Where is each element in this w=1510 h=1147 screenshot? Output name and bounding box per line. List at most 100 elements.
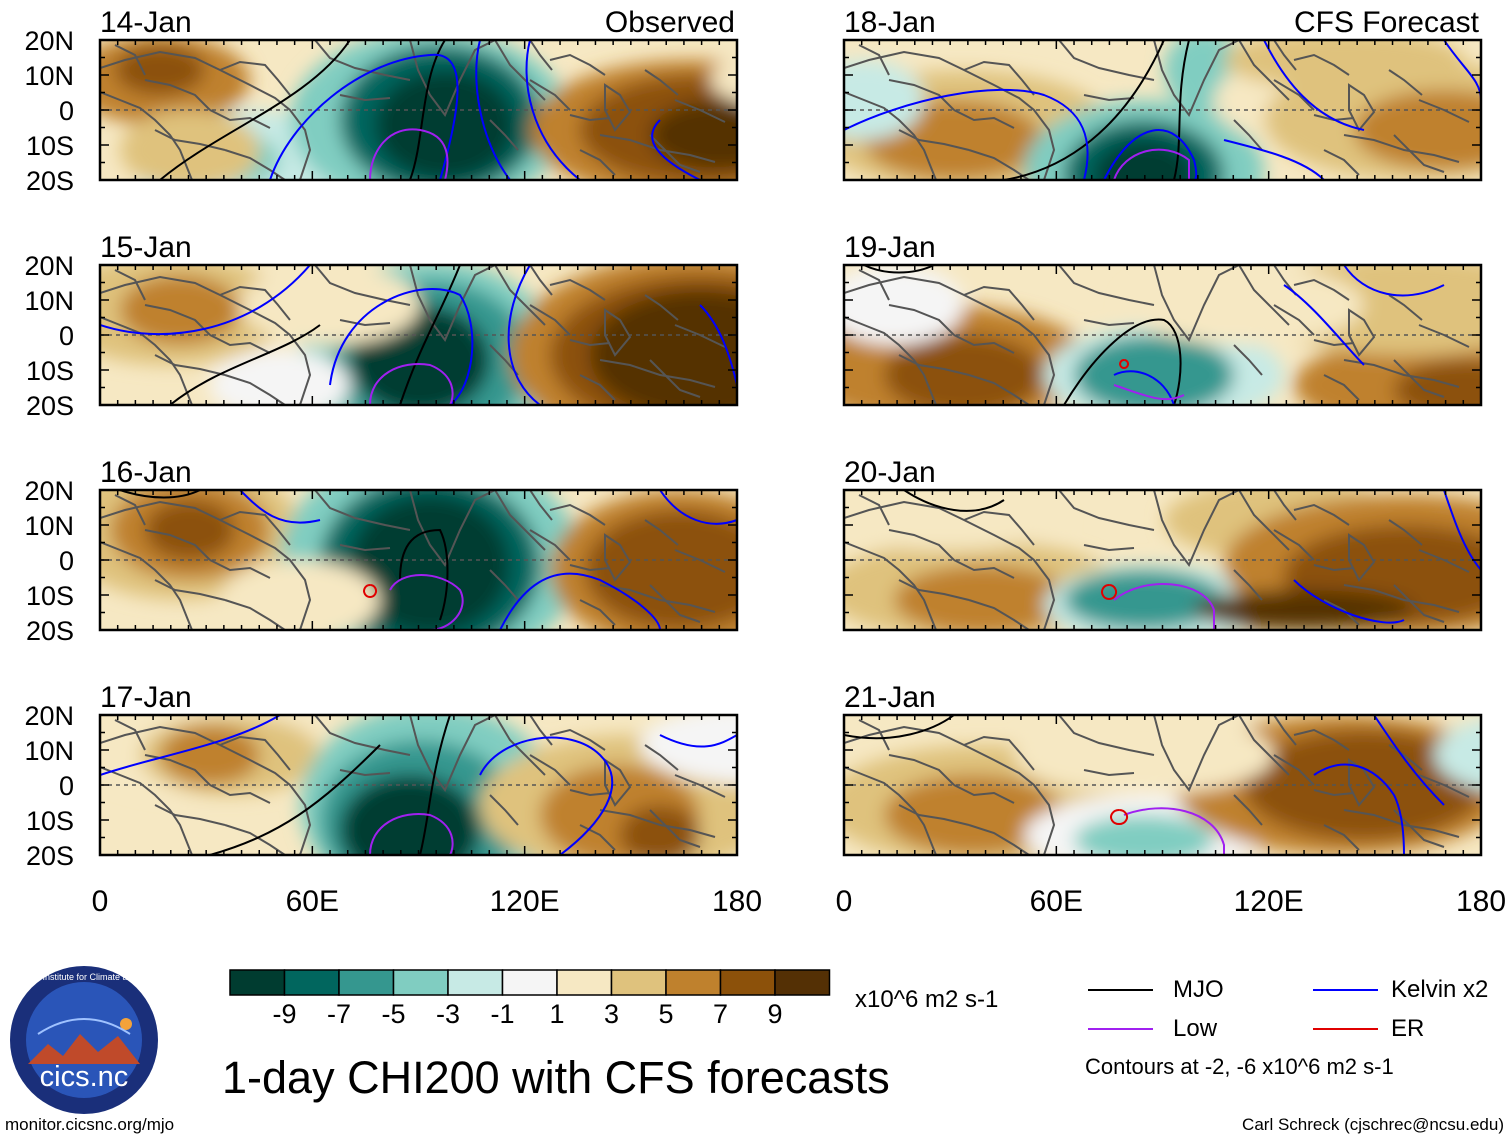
lat-label: 20N (24, 26, 74, 56)
contour-kelvin (1223, 139, 1325, 180)
field-anomaly (340, 775, 480, 855)
map-panel: 15-Jan 20N 10N 0 10S 20S (24, 231, 739, 421)
field-anomaly (844, 490, 1064, 550)
contour-kelvin (269, 53, 459, 180)
contour-low (1113, 583, 1215, 630)
contour-mjo (844, 715, 955, 740)
lat-label: 20N (24, 476, 74, 506)
contour-mjo (399, 528, 449, 621)
logo-text: cics.nc (40, 1061, 129, 1093)
field-anomaly (640, 715, 737, 785)
panel-source-label: Observed (605, 6, 735, 39)
lat-label: 10S (26, 356, 74, 386)
lat-label: 0 (59, 546, 74, 576)
legend-label-mjo: MJO (1173, 976, 1224, 1003)
map-panel: 21-Jan 0 60E 120E 180 (836, 681, 1506, 918)
contour-kelvin (659, 734, 737, 748)
chi200-field (100, 265, 737, 405)
map-panel: 14-Jan Observed 20N 10N 0 10S 20S (24, 6, 739, 196)
colorbar-tick-label: -5 (381, 999, 405, 1029)
contour-mjo (903, 490, 1005, 512)
colorbar-swatch (556, 969, 613, 996)
contour-kelvin (1283, 284, 1365, 366)
panel-date: 18-Jan (844, 6, 936, 39)
colorbar-swatch (229, 969, 286, 996)
field-anomaly (884, 335, 1044, 405)
contour-kelvin (475, 40, 511, 180)
logo-sun (120, 1018, 132, 1030)
chi200-field (844, 265, 1481, 405)
lat-label: 10N (24, 511, 74, 541)
colorbar-tick-label: -7 (327, 999, 351, 1029)
contour-er (363, 584, 378, 598)
lat-label: 10S (26, 581, 74, 611)
colorbar-swatch (283, 969, 340, 996)
chi200-field (844, 40, 1481, 180)
contour-kelvin (1263, 40, 1365, 131)
contour-mjo (209, 744, 381, 855)
field-anomaly (1074, 335, 1234, 405)
legend-item-mjo: MJO (1085, 976, 1305, 1004)
lat-label: 20N (24, 251, 74, 281)
contour-low (369, 363, 454, 405)
contour-kelvin (479, 736, 614, 855)
colorbar-swatch (338, 969, 395, 996)
contour-kelvin (1103, 129, 1198, 180)
colorbar-swatch (774, 969, 831, 996)
lat-label: 10N (24, 61, 74, 91)
contour-kelvin (1313, 763, 1405, 855)
contour-kelvin (651, 119, 701, 180)
lon-label: 0 (836, 885, 853, 918)
lon-label: 60E (286, 885, 339, 918)
contour-mjo (169, 324, 321, 405)
legend-label-kelvin: Kelvin x2 (1391, 976, 1489, 1003)
map-panel: 20-Jan (842, 456, 1483, 632)
colorbar-swatch (501, 969, 558, 996)
field-anomaly (145, 500, 235, 560)
contour-kelvin (1293, 579, 1405, 624)
field-anomaly (1074, 815, 1214, 855)
contour-kelvin (699, 304, 737, 386)
field-anomaly (1394, 360, 1481, 405)
colorbar-tick-label: 7 (713, 999, 728, 1029)
contour-low (369, 128, 449, 180)
lat-label: 0 (59, 96, 74, 126)
chi200-field (100, 490, 737, 630)
contour-mjo (863, 265, 935, 274)
lat-label: 20N (24, 701, 74, 731)
lat-label: 0 (59, 321, 74, 351)
field-anomaly (210, 350, 350, 405)
lat-label: 10N (24, 286, 74, 316)
footer-url: monitor.cicsnc.org/mjo (5, 1115, 175, 1134)
field-anomaly (220, 560, 380, 630)
colorbar: -9 -7 -5 -3 -1 1 3 5 7 9 (229, 969, 831, 1029)
field-anomaly (894, 565, 1074, 630)
chi200-field (844, 490, 1481, 630)
contour-mjo (119, 490, 201, 499)
contour-kelvin (329, 288, 474, 405)
lon-label: 60E (1030, 885, 1083, 918)
colorbar-swatch (392, 969, 449, 996)
contour-kelvin (1113, 370, 1175, 405)
legend: MJO Kelvin x2 Low ER Contours at -2, -6 … (1085, 972, 1505, 1082)
field-anomaly (710, 58, 737, 102)
field-anomaly (590, 290, 737, 405)
field-anomaly (1224, 40, 1464, 90)
logo-orbit (37, 1018, 131, 1035)
chi200-field (844, 715, 1481, 855)
contour-mjo (1063, 318, 1182, 405)
legend-label-low: Low (1173, 1015, 1218, 1042)
contour-kelvin (239, 490, 321, 524)
field-anomaly (240, 265, 420, 345)
legend-line-mjo (1088, 989, 1153, 991)
field-anomaly (120, 110, 260, 180)
map-panel: 16-Jan 20N 10N 0 10S 20S (24, 456, 739, 646)
colorbar-swatch (447, 969, 504, 996)
contour-mjo (1003, 40, 1165, 180)
colorbar-tick-label: -1 (490, 999, 514, 1029)
lat-label: 0 (59, 771, 74, 801)
colorbar-swatch (719, 969, 776, 996)
cics-logo: Cooperative Institute for Climate and Sa… (0, 964, 177, 1116)
contour-mjo (1173, 40, 1190, 180)
